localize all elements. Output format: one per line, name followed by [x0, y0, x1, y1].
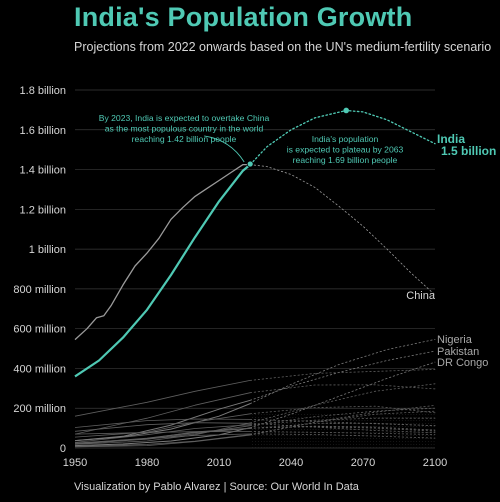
series-projection-country [249, 417, 436, 426]
chart-title: India's Population Growth [74, 2, 413, 32]
series-label-india: India [437, 132, 465, 146]
series-projection-country [249, 407, 436, 427]
overtake-marker [246, 160, 254, 168]
series-projection-country [249, 422, 436, 429]
y-tick-label: 1 billion [29, 244, 66, 256]
x-tick-label: 2070 [351, 457, 375, 469]
series-line-country [74, 422, 251, 432]
series-projection-country [249, 431, 436, 435]
series-line-country [74, 434, 251, 447]
series-projection-nigeria [249, 339, 436, 404]
series-line-country [74, 427, 251, 444]
annotation-connector [204, 135, 245, 163]
y-tick-label: 400 million [13, 363, 66, 375]
series-value-label-india: 1.5 billion [441, 144, 496, 158]
series-projection-country [249, 383, 436, 424]
series-projection-country [249, 419, 436, 427]
series-line-country [74, 424, 251, 443]
y-tick-label: 1.4 billion [20, 165, 66, 177]
annotation-overtake-line: reaching 1.42 billion people [132, 134, 237, 144]
y-tick-label: 1.8 billion [20, 85, 66, 97]
y-tick-label: 1.2 billion [20, 204, 66, 216]
series-projection-dr-congo [249, 361, 436, 429]
series-label-dr-congo: DR Congo [437, 357, 488, 369]
series-label-nigeria: Nigeria [437, 334, 473, 346]
series-line-country [74, 418, 251, 428]
series-line-china [74, 163, 251, 341]
series-line-country [74, 434, 251, 448]
series-projection-pakistan [249, 350, 436, 401]
series-label-china: China [406, 290, 436, 302]
annotation-overtake-line: By 2023, India is expected to overtake C… [99, 113, 270, 123]
series-line-dr-congo [74, 427, 251, 447]
series-line-country [74, 422, 251, 445]
y-tick-label: 800 million [13, 284, 66, 296]
series-line-country [74, 431, 251, 435]
series-line-country [74, 413, 251, 438]
series-projection-country [249, 433, 436, 439]
annotation-plateau-line: is expected to plateau by 2063 [287, 145, 404, 155]
series-projection-china [249, 164, 436, 296]
y-tick-label: 0 [60, 443, 66, 455]
x-tick-label: 1950 [63, 457, 87, 469]
y-tick-label: 1.6 billion [20, 125, 66, 137]
series-line-country [74, 380, 251, 417]
series-projection-country [249, 384, 436, 394]
annotation-overtake-line: as the most populous country in the worl… [105, 124, 264, 134]
annotation-plateau-line: India's population [312, 134, 379, 144]
series-projection-country [249, 422, 436, 434]
series-line-india [74, 163, 251, 378]
plateau-marker [343, 107, 350, 114]
series-projection-country [249, 369, 436, 381]
y-tick-label: 600 million [13, 324, 66, 336]
series-label-pakistan: Pakistan [437, 346, 479, 358]
chart-subtitle: Projections from 2022 onwards based on t… [74, 40, 492, 54]
series-projection-country [249, 405, 436, 415]
source-footer: Visualization by Pablo Alvarez | Source:… [74, 481, 359, 493]
x-tick-label: 2010 [207, 457, 231, 469]
series-projection-country [249, 425, 436, 431]
series-line-pakistan [74, 399, 251, 442]
annotation-plateau-line: reaching 1.69 billion people [293, 155, 398, 165]
x-tick-label: 2100 [423, 457, 447, 469]
series-line-country [74, 392, 251, 435]
y-tick-label: 200 million [13, 403, 66, 415]
x-tick-label: 2040 [279, 457, 303, 469]
x-tick-label: 1980 [135, 457, 159, 469]
series-projection-country [249, 410, 436, 435]
